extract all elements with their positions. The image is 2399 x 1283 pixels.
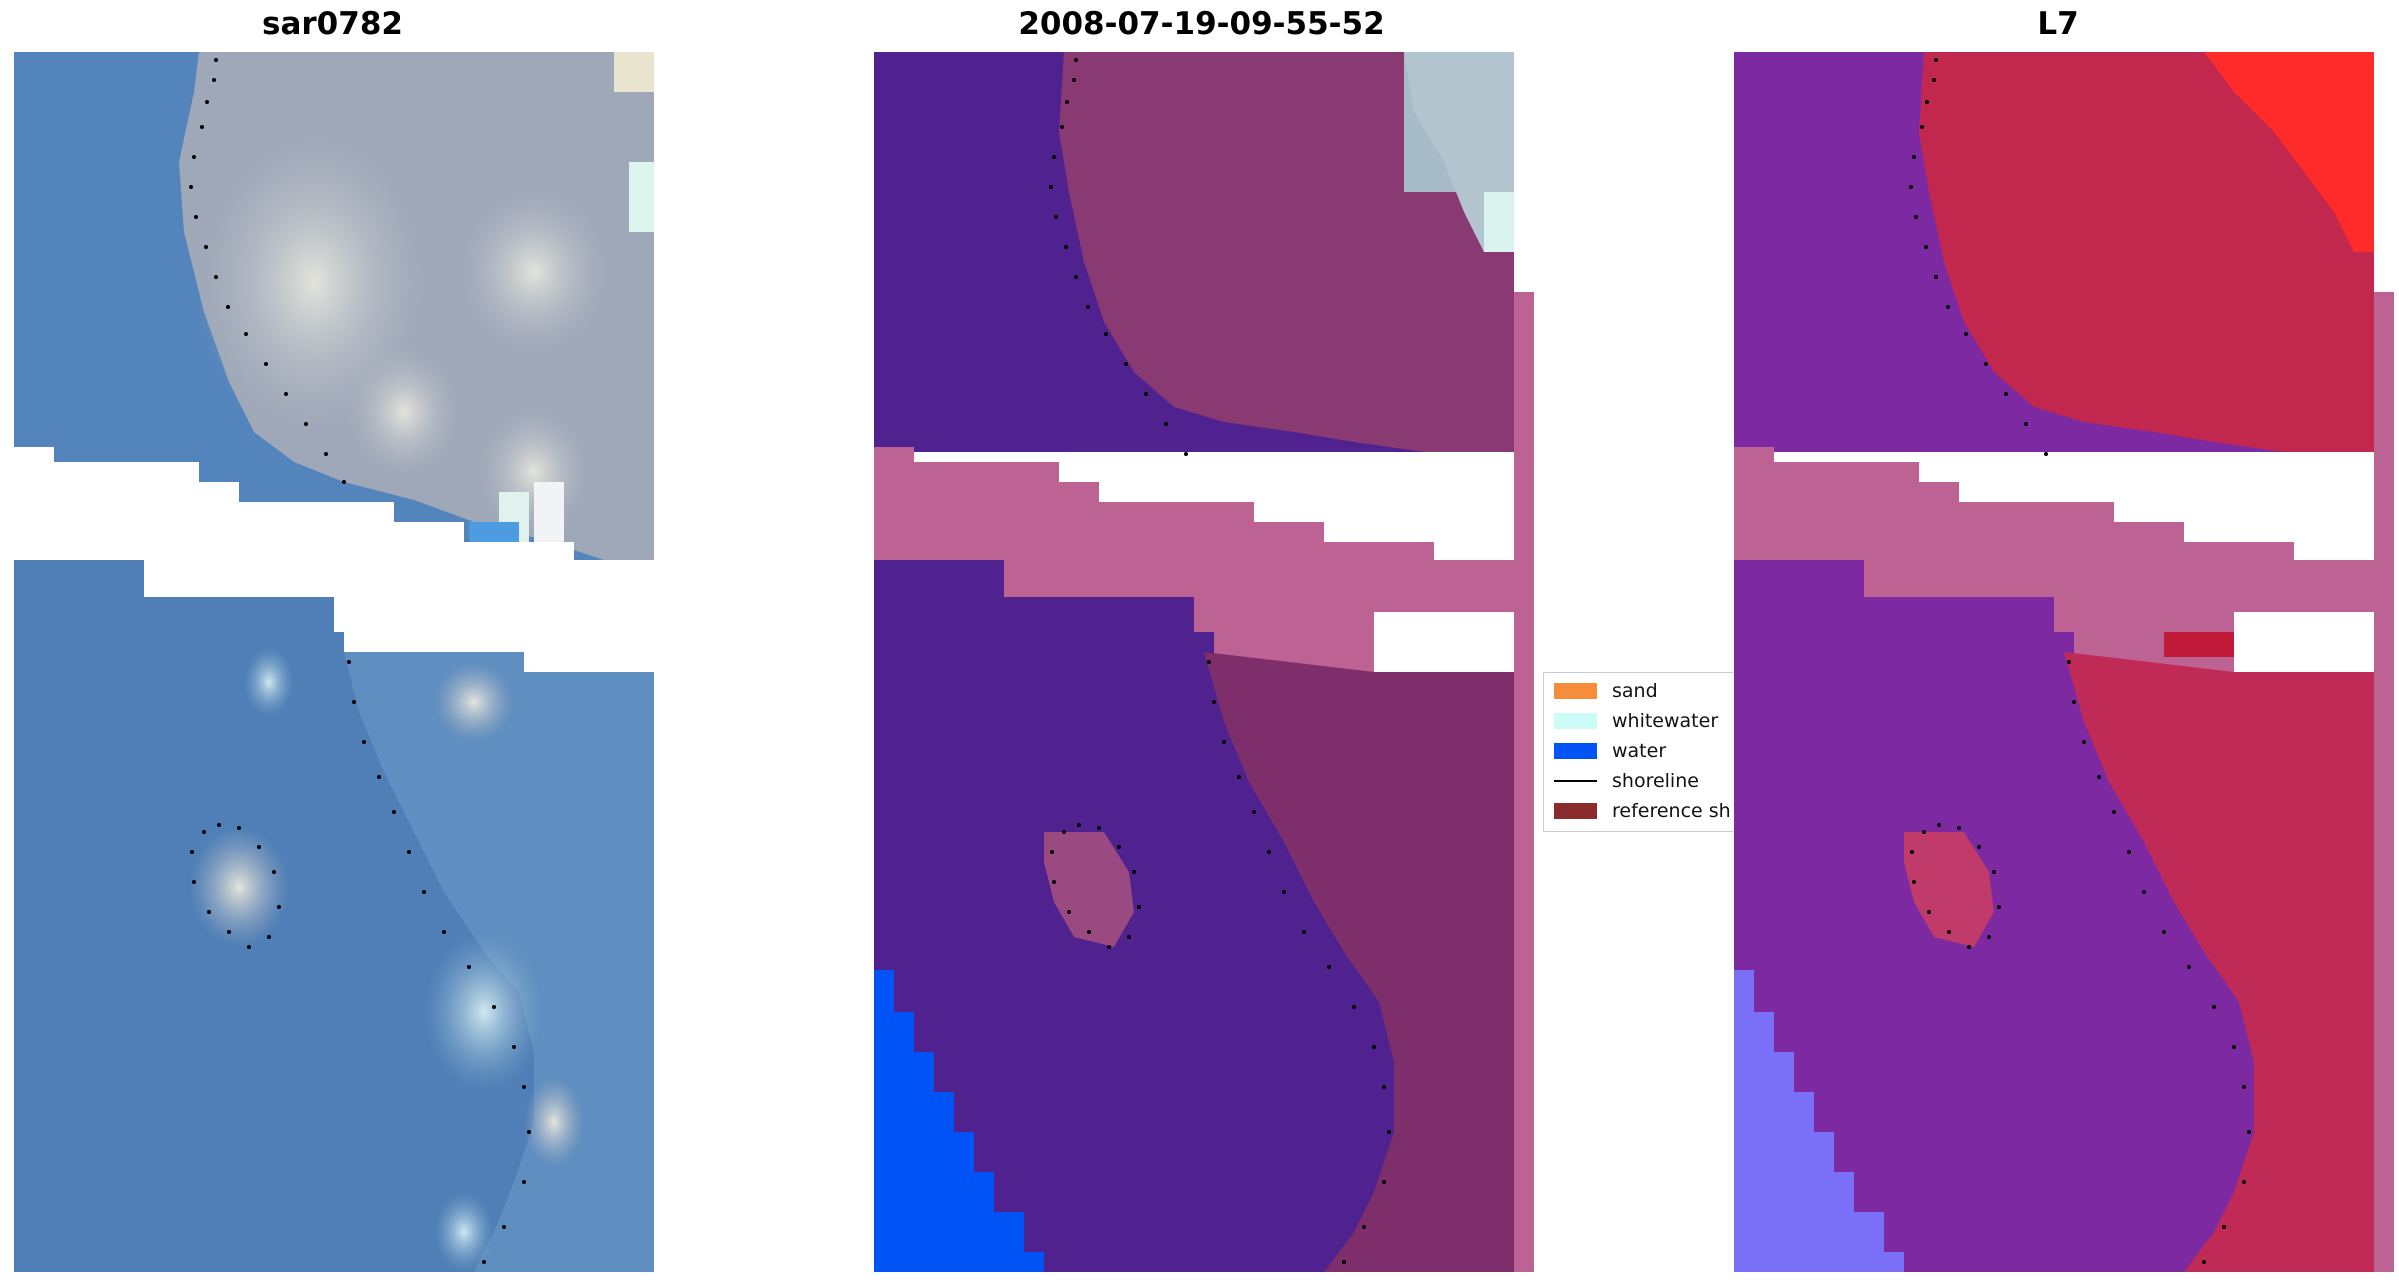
- water-swatch: [1554, 743, 1597, 759]
- classified-image-panel: [874, 52, 1534, 1272]
- panel-title-index: L7: [2037, 6, 2079, 42]
- legend-item-reference: reference sh: [1554, 797, 1731, 825]
- legend-label-reference: reference sh: [1612, 800, 1731, 822]
- shoreline-swatch: [1554, 780, 1597, 782]
- shoreline-dots: [189, 58, 531, 1264]
- legend-item-water: water: [1554, 737, 1666, 765]
- sand-swatch: [1554, 683, 1597, 699]
- legend-label-shoreline: shoreline: [1612, 770, 1699, 792]
- panel-title-classified: 2008-07-19-09-55-52: [1018, 6, 1385, 42]
- rgb-image-panel: [14, 52, 654, 1272]
- legend: sand whitewater water shoreline referenc…: [1543, 672, 1733, 832]
- index-image-panel: [1734, 52, 2394, 1272]
- whitewater-swatch: [1554, 713, 1597, 729]
- legend-label-water: water: [1612, 740, 1667, 762]
- legend-label-sand: sand: [1612, 680, 1658, 702]
- classified-image: [874, 52, 1534, 1272]
- reference-swatch: [1554, 803, 1597, 819]
- panel-title-rgb: sar0782: [262, 6, 403, 42]
- rgb-image: [14, 52, 654, 1272]
- legend-item-whitewater: whitewater: [1554, 707, 1718, 735]
- legend-label-whitewater: whitewater: [1612, 710, 1719, 732]
- legend-item-shoreline: shoreline: [1554, 767, 1699, 795]
- legend-item-sand: sand: [1554, 677, 1658, 705]
- index-image: [1734, 52, 2394, 1272]
